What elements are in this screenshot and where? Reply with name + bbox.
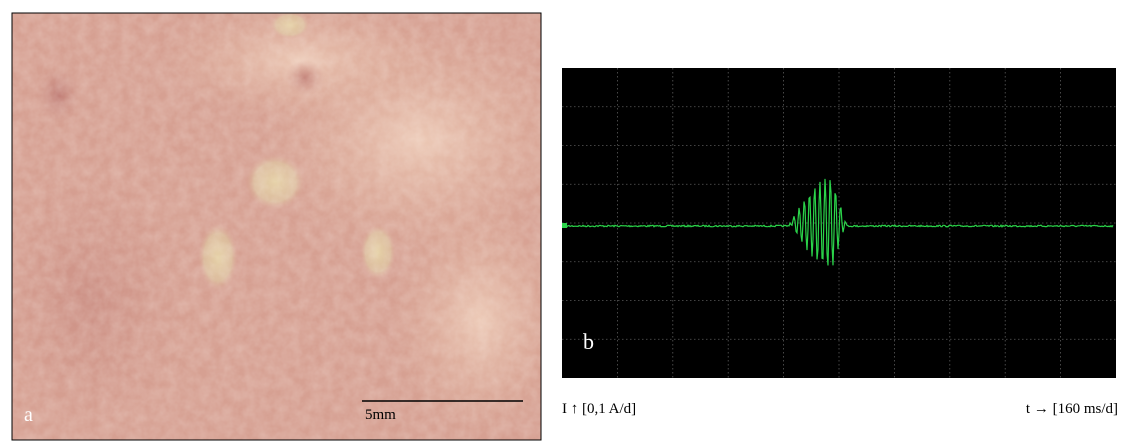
- photo-frame: [11, 12, 542, 441]
- x-axis-label: t → [160 ms/d]: [1026, 401, 1118, 417]
- y-axis-label: I ↑ [0,1 A/d]: [562, 401, 636, 417]
- trace-marker: [562, 223, 567, 228]
- photo: [12, 13, 541, 440]
- panel-label: b: [583, 329, 594, 354]
- trace: [565, 178, 1114, 266]
- scale-bar-label: 5mm: [365, 407, 396, 423]
- panel-label: a: [24, 404, 33, 426]
